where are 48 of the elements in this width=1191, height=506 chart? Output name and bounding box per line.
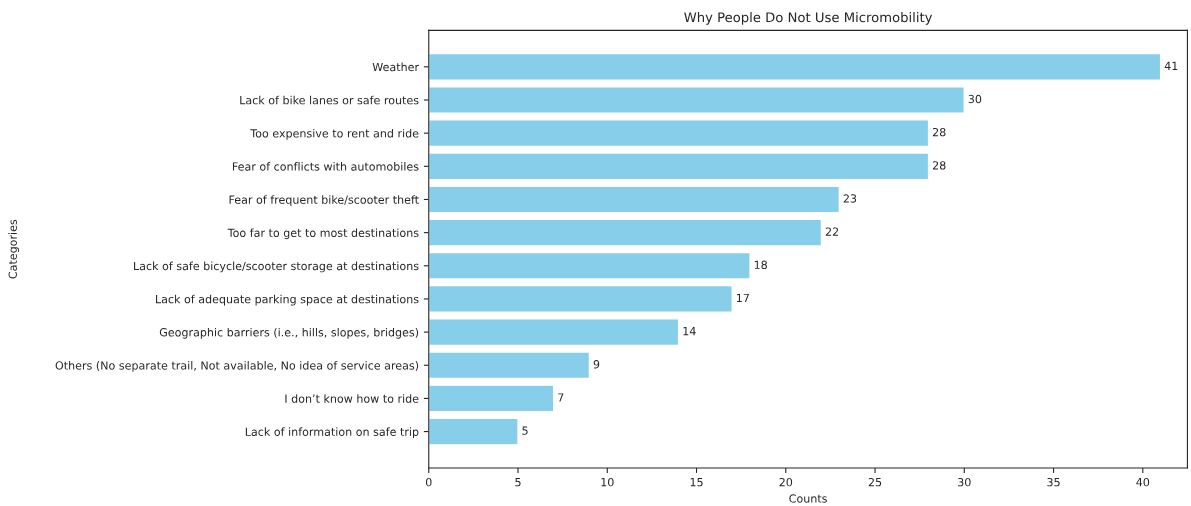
data-label: 41 xyxy=(1164,61,1178,70)
y-tick-label: Lack of adequate parking space at destinations xyxy=(156,294,419,306)
data-label: 23 xyxy=(843,194,857,203)
bar xyxy=(428,86,965,114)
data-label: 9 xyxy=(593,360,600,369)
x-tick-label: 15 xyxy=(690,478,703,487)
y-tick-label: Lack of information on safe trip xyxy=(245,427,419,439)
bar xyxy=(428,152,930,181)
data-label: 7 xyxy=(558,393,564,402)
y-tick-label: Weather xyxy=(372,62,420,72)
data-label: 18 xyxy=(754,260,767,270)
y-tick-label: Fear of conflicts with automobiles xyxy=(232,162,419,171)
data-label: 28 xyxy=(932,161,946,170)
bar xyxy=(428,52,1162,81)
bar xyxy=(428,351,591,380)
x-tick-label: 20 xyxy=(779,477,793,487)
bar xyxy=(428,119,930,148)
x-tick-label: 25 xyxy=(868,477,882,487)
data-label: 5 xyxy=(522,426,528,435)
y-tick-label: Geographic barriers (i.e., hills, slopes, bridges) xyxy=(159,327,419,339)
chart-title: Why People Do Not Use Micromobility xyxy=(684,12,933,25)
bar xyxy=(428,251,751,280)
y-tick-label: Too far to get to most destinations xyxy=(227,228,419,240)
data-label: 28 xyxy=(932,127,946,137)
data-label: 30 xyxy=(968,94,982,104)
bar xyxy=(428,417,519,446)
y-tick-label: Too expensive to rent and ride xyxy=(250,128,419,140)
x-tick-label: 5 xyxy=(515,478,521,487)
y-tick-label: I don’t know how to ride xyxy=(285,394,419,403)
x-tick-label: 30 xyxy=(958,477,971,487)
y-tick-label: Others (No separate trail, Not available, No idea of service areas) xyxy=(55,361,419,372)
data-label: 22 xyxy=(825,227,839,236)
bar xyxy=(428,284,733,313)
bar xyxy=(428,185,841,214)
data-label: 17 xyxy=(736,293,749,303)
x-tick-label: 40 xyxy=(1136,477,1150,487)
y-axis-title: Categories xyxy=(8,219,20,279)
bar xyxy=(428,384,555,413)
data-label: 14 xyxy=(683,327,696,336)
bar xyxy=(428,318,680,347)
y-tick-label: Lack of bike lanes or safe routes xyxy=(240,95,419,105)
x-axis-title: Counts xyxy=(789,494,827,503)
y-tick-label: Lack of safe bicycle/scooter storage at destinations xyxy=(134,261,419,273)
x-tick-label: 10 xyxy=(601,477,614,487)
x-tick-label: 35 xyxy=(1047,477,1060,487)
bar xyxy=(428,218,823,247)
x-tick-label: 0 xyxy=(425,477,432,487)
y-tick-label: Fear of frequent bike/scooter theft xyxy=(229,195,419,206)
